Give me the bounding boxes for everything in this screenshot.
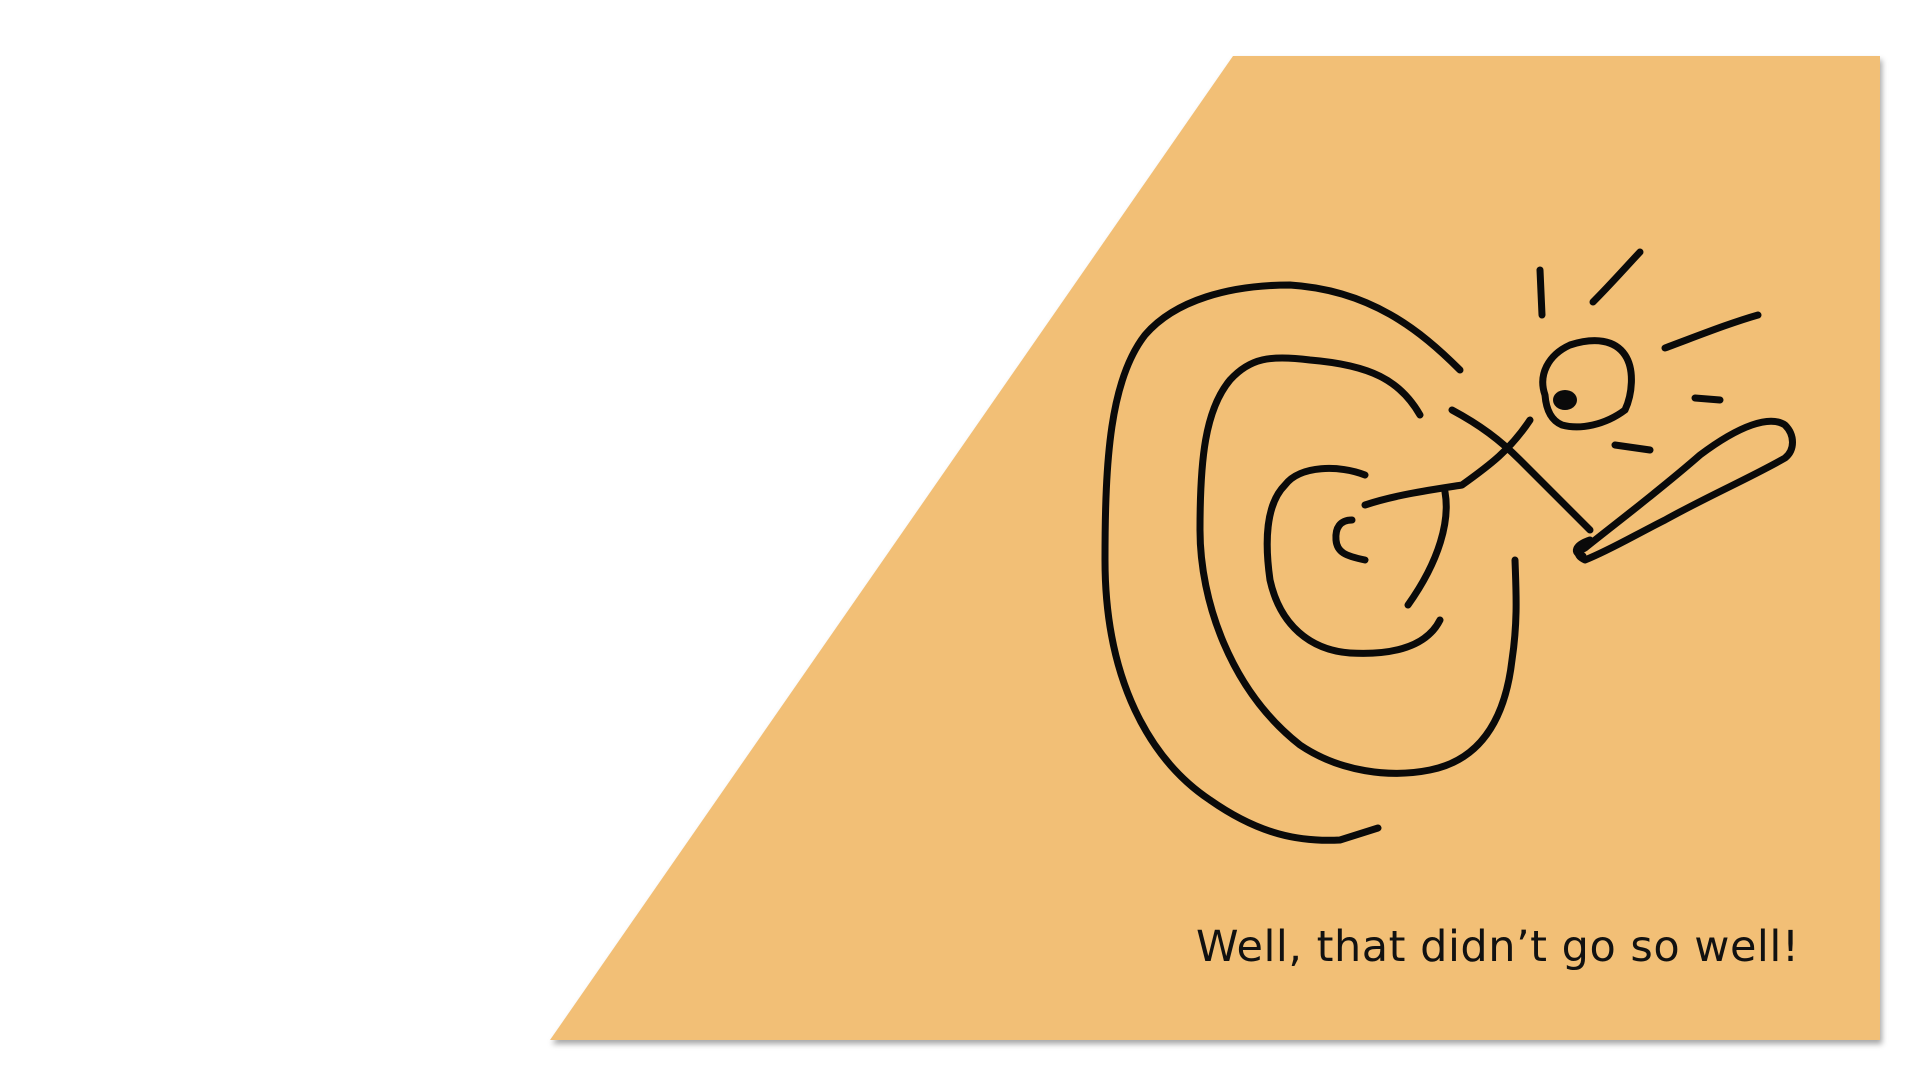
bullseye — [1332, 516, 1369, 564]
motion-line-3 — [1661, 311, 1762, 352]
arrow-line-lower — [1404, 488, 1450, 609]
arrow-shaft — [1361, 416, 1534, 509]
motion-line-1 — [1536, 266, 1546, 319]
motion-line-4 — [1691, 394, 1724, 404]
arrow-fletching — [1575, 417, 1796, 564]
arrow-fletching-tip — [1572, 536, 1594, 560]
motion-line-2 — [1589, 248, 1644, 306]
target-icon — [1101, 248, 1796, 844]
surprise-eye — [1539, 337, 1635, 431]
motion-line-5 — [1611, 441, 1654, 454]
arrow-crossing-line — [1448, 406, 1594, 534]
inner-ring — [1263, 464, 1444, 657]
outer-ring — [1101, 281, 1464, 844]
orange-panel — [550, 56, 1880, 1040]
slide-caption: Well, that didn’t go so well! — [1196, 922, 1800, 972]
surprise-eye-pupil — [1553, 390, 1577, 410]
middle-ring — [1196, 354, 1520, 777]
